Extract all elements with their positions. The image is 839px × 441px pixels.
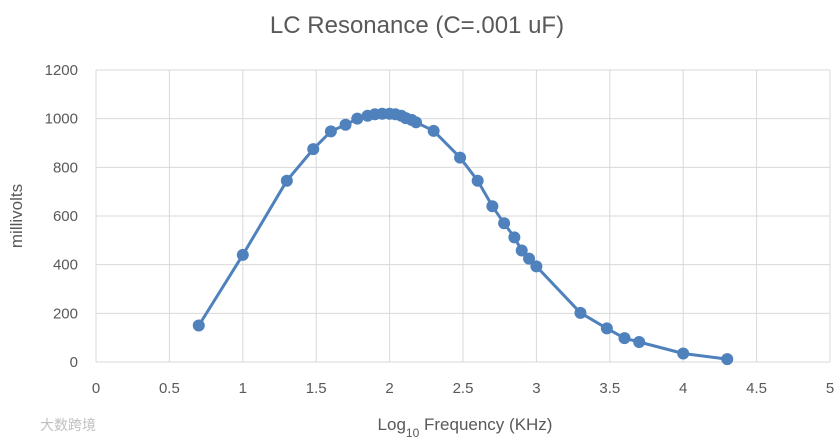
data-point bbox=[721, 353, 734, 366]
data-point bbox=[633, 336, 646, 349]
x-tick-label: 1 bbox=[239, 380, 247, 397]
y-axis-label: millivolts bbox=[7, 184, 26, 248]
data-point bbox=[324, 125, 337, 138]
data-point bbox=[454, 151, 467, 164]
x-tick-label: 0.5 bbox=[159, 380, 180, 397]
data-point bbox=[486, 200, 499, 213]
x-axis-label-subscript: 10 bbox=[406, 426, 420, 440]
x-tick-label: 4.5 bbox=[746, 380, 767, 397]
x-tick-label: 2 bbox=[385, 380, 393, 397]
data-point bbox=[498, 217, 511, 230]
data-point bbox=[192, 319, 205, 332]
data-point bbox=[307, 143, 320, 156]
y-tick-label: 1000 bbox=[45, 111, 78, 128]
data-point bbox=[280, 174, 293, 187]
data-point bbox=[530, 260, 543, 273]
x-tick-label: 3.5 bbox=[599, 380, 620, 397]
y-tick-label: 0 bbox=[70, 354, 78, 371]
data-point bbox=[471, 174, 484, 187]
x-axis-label-rest: Frequency (KHz) bbox=[419, 415, 552, 434]
x-tick-label: 1.5 bbox=[306, 380, 327, 397]
data-point bbox=[574, 306, 587, 319]
grid bbox=[95, 69, 831, 363]
x-tick-label: 2.5 bbox=[453, 380, 474, 397]
x-tick-label: 5 bbox=[826, 380, 834, 397]
watermark: 大数跨境 bbox=[40, 417, 96, 433]
data-point bbox=[515, 244, 528, 257]
data-point bbox=[236, 248, 249, 261]
data-point bbox=[410, 116, 423, 129]
y-tick-label: 800 bbox=[53, 159, 78, 176]
data-point bbox=[508, 231, 521, 244]
data-point bbox=[351, 112, 364, 125]
data-point bbox=[523, 252, 536, 265]
y-tick-label: 600 bbox=[53, 208, 78, 225]
chart-title: LC Resonance (C=.001 uF) bbox=[270, 12, 564, 39]
x-axis-label: Log10 Frequency (KHz) bbox=[378, 415, 553, 440]
data-point bbox=[618, 332, 631, 345]
x-axis-label-main: Log bbox=[378, 415, 406, 434]
y-axis-ticks: 0 200 400 600 800 1000 1200 bbox=[45, 62, 78, 371]
data-point bbox=[677, 347, 690, 360]
x-axis-ticks: 0 0.5 1 1.5 2 2.5 3 3.5 4 4.5 5 bbox=[92, 380, 834, 397]
y-tick-label: 200 bbox=[53, 305, 78, 322]
data-point bbox=[600, 322, 613, 335]
data-point bbox=[427, 124, 440, 137]
y-tick-label: 1200 bbox=[45, 62, 78, 79]
series bbox=[192, 107, 734, 366]
x-tick-label: 3 bbox=[532, 380, 540, 397]
x-tick-label: 0 bbox=[92, 380, 100, 397]
data-point bbox=[339, 118, 352, 131]
x-tick-label: 4 bbox=[679, 380, 687, 397]
y-tick-label: 400 bbox=[53, 257, 78, 274]
